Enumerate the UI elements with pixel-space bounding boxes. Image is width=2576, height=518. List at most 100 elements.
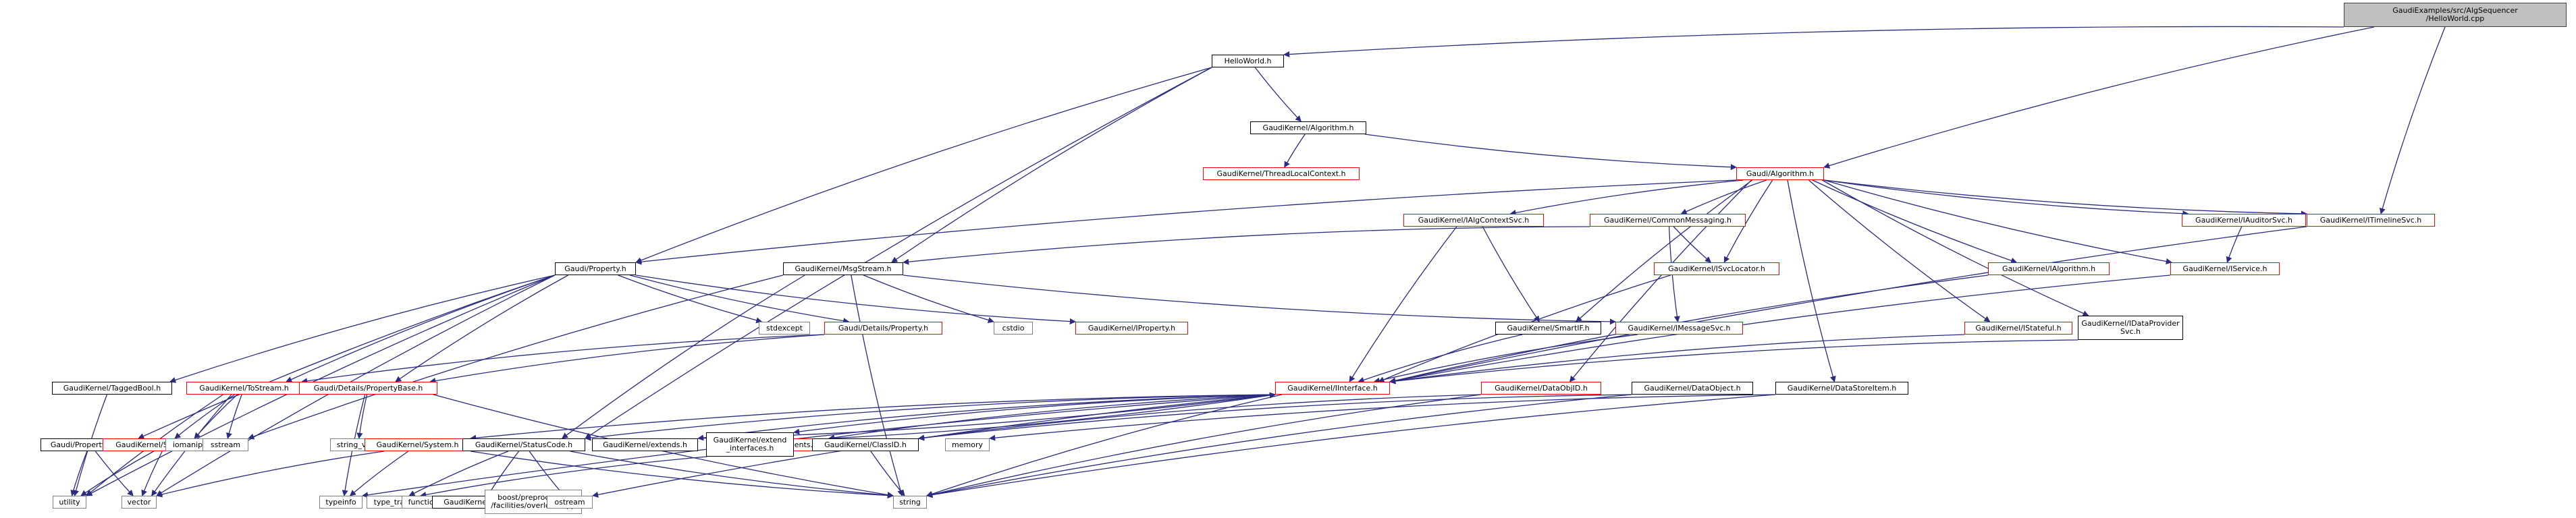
graph-edge xyxy=(989,394,1776,441)
graph-node-ostream[interactable]: ostream xyxy=(547,496,593,509)
graph-edge xyxy=(301,334,825,384)
graph-edge xyxy=(156,451,385,498)
graph-edge xyxy=(1569,179,1752,382)
graph-node-iomanip[interactable]: iomanip xyxy=(165,438,210,451)
graph-edge xyxy=(585,67,1212,439)
graph-node-gk-classid-h[interactable]: GaudiKernel/ClassID.h xyxy=(812,438,919,451)
graph-edge xyxy=(248,275,784,440)
graph-node-gaudi-details-property-h[interactable]: Gaudi/Details/Property.h xyxy=(824,322,942,335)
graph-node-gaudi-property-h[interactable]: Gaudi/Property.h xyxy=(555,262,636,275)
graph-edge xyxy=(1812,179,2018,264)
graph-node-gk-commonmessaging-h[interactable]: GaudiKernel/CommonMessaging.h xyxy=(1590,214,1746,227)
graph-edge xyxy=(1823,179,2189,217)
graph-node-gk-extends-h[interactable]: GaudiKernel/extends.h xyxy=(592,438,698,451)
graph-node-sstream[interactable]: sstream xyxy=(203,438,248,451)
graph-node-string[interactable]: string xyxy=(893,496,927,509)
graph-edge xyxy=(408,451,509,496)
graph-edge xyxy=(169,275,556,383)
graph-edge xyxy=(1284,134,1306,168)
graph-node-gk-datastoreitem-h[interactable]: GaudiKernel/DataStoreItem.h xyxy=(1775,382,1908,395)
graph-edge xyxy=(1254,67,1302,122)
graph-node-gk-smartif-h[interactable]: GaudiKernel/SmartIF.h xyxy=(1495,322,1601,335)
edge-group xyxy=(70,26,2446,505)
graph-edge xyxy=(362,394,1276,498)
graph-edge xyxy=(903,226,1590,265)
graph-node-gk-isvclocator-h[interactable]: GaudiKernel/ISvcLocator.h xyxy=(1654,262,1779,275)
graph-edge xyxy=(635,179,1737,265)
graph-edge xyxy=(918,394,1482,441)
graph-node-gk-iinterface-h[interactable]: GaudiKernel/IInterface.h xyxy=(1275,382,1390,395)
graph-node-vector[interactable]: vector xyxy=(122,496,157,509)
graph-edge xyxy=(1823,179,2307,217)
graph-edge xyxy=(470,451,894,499)
graph-edge xyxy=(903,275,1616,325)
graph-node-gk-iproperty-h[interactable]: GaudiKernel/IProperty.h xyxy=(1075,322,1188,335)
graph-edge xyxy=(95,451,134,496)
graph-node-gk-istateful-h[interactable]: GaudiKernel/IStateful.h xyxy=(1964,322,2072,335)
graph-edge xyxy=(70,451,88,496)
graph-node-gaudi-details-propertybase-h[interactable]: Gaudi/Details/PropertyBase.h xyxy=(299,382,437,395)
graph-edge xyxy=(1823,26,2375,169)
graph-node-cstdio[interactable]: cstdio xyxy=(994,322,1033,335)
graph-edge xyxy=(1364,134,1737,171)
graph-node-gk-itimelinesvc-h[interactable]: GaudiKernel/ITimelineSvc.h xyxy=(2307,214,2435,227)
graph-edge xyxy=(1723,179,1773,263)
graph-node-gk-statuscode-h[interactable]: GaudiKernel/StatusCode.h xyxy=(462,438,585,451)
graph-node-memory[interactable]: memory xyxy=(945,438,990,451)
graph-edge xyxy=(1358,334,1523,383)
graph-edge xyxy=(395,275,568,382)
graph-edge xyxy=(851,275,904,496)
graph-node-gk-threadlocalcontext-h[interactable]: GaudiKernel/ThreadLocalContext.h xyxy=(1203,167,1360,180)
graph-edge xyxy=(618,275,763,324)
graph-edge xyxy=(286,275,556,382)
graph-edge xyxy=(1673,226,1711,263)
graph-node-gk-algorithm-h[interactable]: GaudiKernel/Algorithm.h xyxy=(1250,121,1366,134)
graph-node-root[interactable]: GaudiExamples/src/AlgSequencer /HelloWor… xyxy=(2344,3,2567,27)
graph-edge xyxy=(863,275,994,323)
graph-node-gk-tostream-h[interactable]: GaudiKernel/ToStream.h xyxy=(186,382,302,395)
graph-edge xyxy=(1283,26,2344,58)
graph-edge xyxy=(1389,334,1965,384)
graph-edge xyxy=(226,394,242,439)
graph-node-gaudi-algorithm-h[interactable]: Gaudi/Algorithm.h xyxy=(1736,167,1824,180)
graph-node-gk-ialgorithm-h[interactable]: GaudiKernel/IAlgorithm.h xyxy=(1988,262,2110,275)
graph-edge xyxy=(793,394,1276,435)
graph-edge xyxy=(570,451,894,498)
graph-node-stdexcept[interactable]: stdexcept xyxy=(759,322,810,335)
graph-node-gk-msgstream-h[interactable]: GaudiKernel/MsgStream.h xyxy=(783,262,903,275)
graph-edge xyxy=(828,394,1276,441)
graph-edge xyxy=(926,394,1776,498)
graph-edge xyxy=(585,394,1276,441)
graph-edge xyxy=(1808,179,1991,322)
graph-node-gk-iauditorsvc-h[interactable]: GaudiKernel/IAuditorSvc.h xyxy=(2182,214,2306,227)
graph-edge xyxy=(926,394,1482,498)
graph-edge xyxy=(141,451,163,496)
graph-edge xyxy=(1576,179,1753,322)
graph-node-gk-extend-interfaces-h[interactable]: GaudiKernel/extend _interfaces.h xyxy=(706,432,794,457)
graph-edge xyxy=(1821,179,2089,316)
graph-node-gk-imessagesvc-h[interactable]: GaudiKernel/IMessageSvc.h xyxy=(1615,322,1743,335)
graph-node-gk-dataobject-h[interactable]: GaudiKernel/DataObject.h xyxy=(1632,382,1753,395)
graph-edge xyxy=(1373,334,1638,384)
graph-node-gk-iservice-h[interactable]: GaudiKernel/IService.h xyxy=(2170,262,2280,275)
graph-node-utility[interactable]: utility xyxy=(53,496,86,509)
graph-edge xyxy=(1389,275,1989,384)
graph-edge xyxy=(1389,339,2078,384)
graph-node-gk-ialgcontextsvc-h[interactable]: GaudiKernel/IAlgContextSvc.h xyxy=(1403,214,1544,227)
graph-node-gk-dataobjid-h[interactable]: GaudiKernel/DataObjID.h xyxy=(1481,382,1601,395)
graph-edge xyxy=(635,67,1212,264)
graph-edge xyxy=(2226,226,2243,263)
graph-node-gk-taggedbool-h[interactable]: GaudiKernel/TaggedBool.h xyxy=(52,382,172,395)
graph-node-helloworld-h[interactable]: HelloWorld.h xyxy=(1212,55,1284,67)
graph-edge xyxy=(420,456,707,498)
graph-edge xyxy=(1349,226,1457,382)
graph-node-typeinfo[interactable]: typeinfo xyxy=(319,496,363,509)
graph-edge xyxy=(1823,179,2172,264)
graph-node-gk-idataprovidersvc-h[interactable]: GaudiKernel/IDataProvider Svc.h xyxy=(2078,316,2183,340)
graph-node-gk-system-h[interactable]: GaudiKernel/System.h xyxy=(365,438,471,451)
graph-edge xyxy=(470,394,1276,441)
graph-edge xyxy=(1509,179,1744,216)
graph-edge xyxy=(349,451,409,496)
